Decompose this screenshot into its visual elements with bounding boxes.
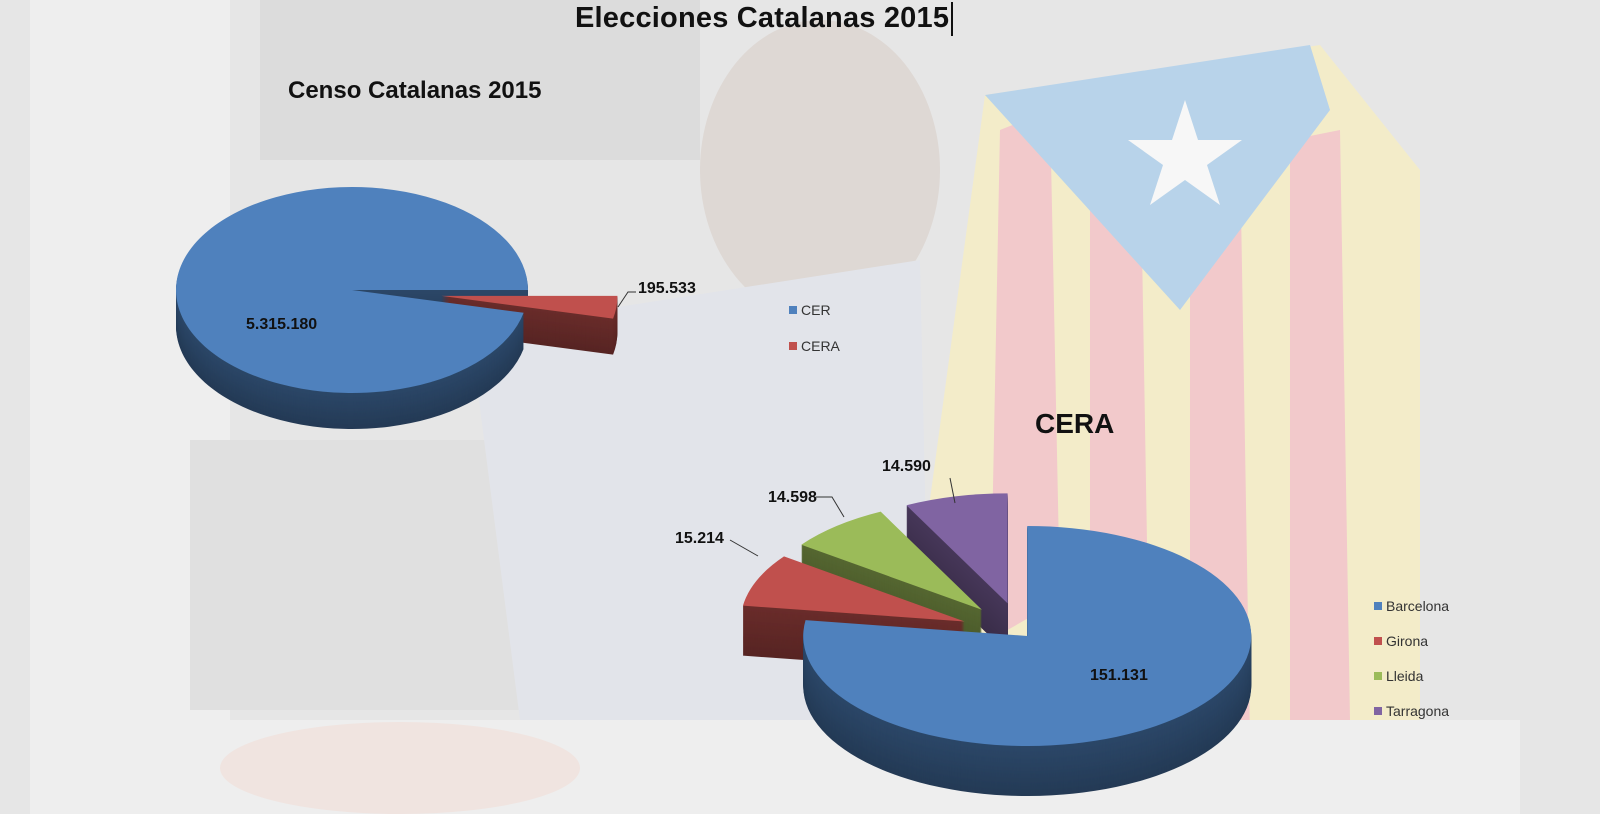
data-label-lleida: 14.598 — [768, 489, 817, 506]
leader-lines — [617, 291, 956, 557]
text-cursor — [951, 2, 954, 37]
chart-title-censo: Censo Catalanas 2015 — [288, 77, 542, 104]
pie-slice-cera — [441, 295, 618, 319]
pie-chart-censo — [175, 187, 618, 430]
pie-slice-cer — [175, 187, 528, 394]
data-label-cera: 195.533 — [638, 280, 696, 297]
legend-label: CERA — [801, 338, 840, 354]
chart-title-cera: CERA — [1035, 408, 1115, 439]
legend-swatch — [789, 342, 797, 350]
data-label-cer: 5.315.180 — [246, 316, 318, 333]
data-label-barcelona: 151.131 — [1090, 667, 1148, 684]
legend-item-lleida: Lleida — [1374, 668, 1423, 684]
legend-item-girona: Girona — [1374, 633, 1428, 649]
legend-item-barcelona: Barcelona — [1374, 598, 1449, 614]
leader-line-girona — [729, 539, 759, 557]
main-title: Elecciones Catalanas 2015 — [575, 2, 954, 37]
pie-slice-girona — [742, 556, 965, 622]
pie-chart-cera — [742, 493, 1252, 796]
legend-item-tarragona: Tarragona — [1374, 703, 1449, 719]
legend-swatch — [1374, 602, 1382, 610]
data-label-tarragona: 14.590 — [882, 458, 931, 475]
legend-label: Tarragona — [1386, 703, 1450, 719]
legend-swatch — [789, 306, 797, 314]
legend-swatch — [1374, 672, 1382, 680]
pie-slice-barcelona — [803, 525, 1252, 746]
legend-item-cer: CER — [789, 302, 831, 318]
data-label-girona: 15.214 — [675, 530, 724, 547]
legend-swatch — [1374, 637, 1382, 645]
legend-item-cera: CERA — [789, 338, 840, 354]
legend-swatch — [1374, 707, 1382, 715]
pie-slice-tarragona — [906, 493, 1008, 604]
legend-label: Lleida — [1386, 668, 1424, 684]
pie-slice-lleida — [801, 511, 982, 610]
legend-label: CER — [801, 302, 831, 318]
legend-label: Barcelona — [1386, 598, 1450, 614]
leader-line-tarragona — [949, 477, 956, 504]
main-title-text: Elecciones Catalanas 2015 — [575, 2, 950, 34]
legend-label: Girona — [1386, 633, 1429, 649]
leader-line-cera — [617, 291, 636, 308]
leader-line-lleida — [816, 496, 845, 518]
